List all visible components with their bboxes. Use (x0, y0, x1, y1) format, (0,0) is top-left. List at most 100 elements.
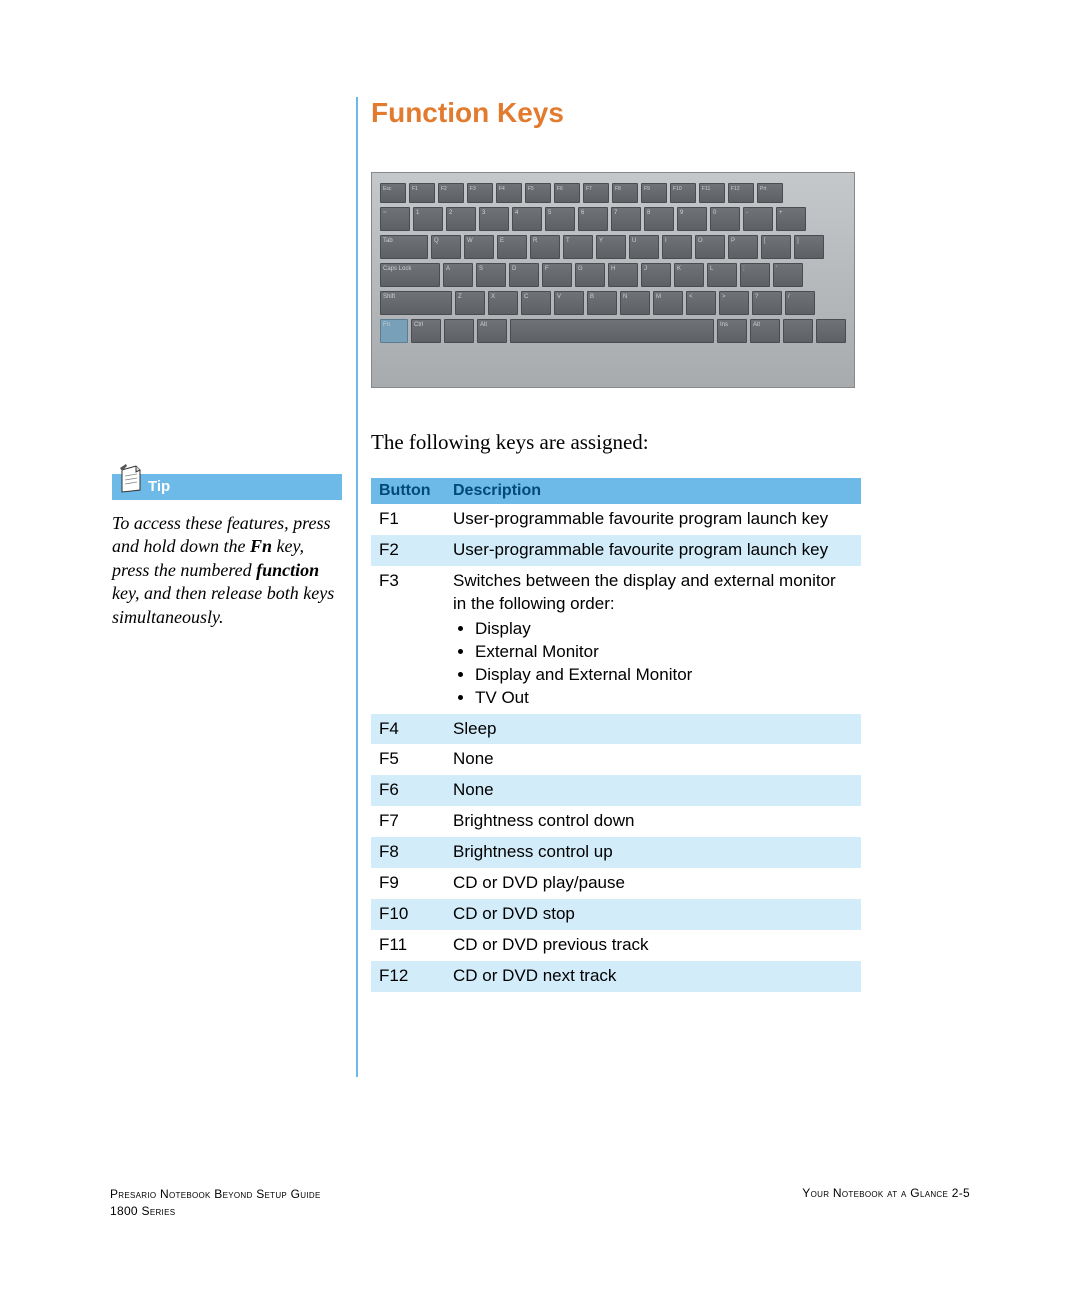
keyboard-key: 0 (710, 207, 740, 231)
keyboard-key: Z (455, 291, 485, 315)
keyboard-key: J (641, 263, 671, 287)
cell-button: F5 (371, 744, 445, 775)
keyboard-key: ] (794, 235, 824, 259)
table-row: F4Sleep (371, 714, 861, 745)
cell-description: Switches between the display and externa… (445, 566, 861, 714)
keyboard-key: F6 (554, 183, 580, 203)
keyboard-key: N (620, 291, 650, 315)
list-item: External Monitor (475, 641, 853, 664)
keyboard-illustration: EscF1F2F3F4F5F6F7F8F9F10F11F12Prt ~12345… (371, 172, 855, 388)
keyboard-key: Esc (380, 183, 406, 203)
keyboard-key: 1 (413, 207, 443, 231)
keyboard-key: [ (761, 235, 791, 259)
footer-left: Presario Notebook Beyond Setup Guide 180… (110, 1186, 321, 1220)
keyboard-key: 2 (446, 207, 476, 231)
footer-left-line1: Presario Notebook Beyond Setup Guide (110, 1187, 321, 1201)
footer-left-line2: 1800 Series (110, 1204, 175, 1218)
cell-description: CD or DVD stop (445, 899, 861, 930)
cell-description: CD or DVD previous track (445, 930, 861, 961)
tip-text-segment: key, and then release both keys simultan… (112, 583, 334, 626)
cell-button: F9 (371, 868, 445, 899)
keyboard-key: 8 (644, 207, 674, 231)
keyboard-key: F8 (612, 183, 638, 203)
tip-body: To access these features, press and hold… (112, 512, 342, 629)
keyboard-key (510, 319, 714, 343)
keyboard-key: P (728, 235, 758, 259)
keyboard-key: ; (740, 263, 770, 287)
section-heading: Function Keys (371, 97, 564, 129)
keyboard-key: O (695, 235, 725, 259)
keyboard-key: 4 (512, 207, 542, 231)
cell-description: Brightness control up (445, 837, 861, 868)
keyboard-key: Shift (380, 291, 452, 315)
keyboard-key: 5 (545, 207, 575, 231)
cell-description: None (445, 775, 861, 806)
keyboard-key: F12 (728, 183, 754, 203)
keyboard-key: F7 (583, 183, 609, 203)
keyboard-key: ? (752, 291, 782, 315)
list-item: Display (475, 618, 853, 641)
cell-button: F7 (371, 806, 445, 837)
table-row: F5None (371, 744, 861, 775)
keyboard-key: B (587, 291, 617, 315)
keyboard-key: Y (596, 235, 626, 259)
keyboard-key: W (464, 235, 494, 259)
table-row: F8Brightness control up (371, 837, 861, 868)
table-row: F12CD or DVD next track (371, 961, 861, 992)
keyboard-key: ' (773, 263, 803, 287)
keyboard-key: < (686, 291, 716, 315)
keyboard-key: F1 (409, 183, 435, 203)
table-row: F11CD or DVD previous track (371, 930, 861, 961)
keyboard-key: Fn (380, 319, 408, 343)
keyboard-key: Alt (750, 319, 780, 343)
cell-description: Sleep (445, 714, 861, 745)
cell-button: F12 (371, 961, 445, 992)
keyboard-key: G (575, 263, 605, 287)
keyboard-key: F4 (496, 183, 522, 203)
intro-text: The following keys are assigned: (371, 430, 649, 455)
keyboard-key: F5 (525, 183, 551, 203)
table-row: F7Brightness control down (371, 806, 861, 837)
tip-label: Tip (148, 478, 170, 495)
keyboard-key: ~ (380, 207, 410, 231)
keyboard-key: Caps Lock (380, 263, 440, 287)
cell-description: User-programmable favourite program laun… (445, 535, 861, 566)
cell-button: F2 (371, 535, 445, 566)
keyboard-key: A (443, 263, 473, 287)
keyboard-key: / (785, 291, 815, 315)
keyboard-key: I (662, 235, 692, 259)
tip-text-segment: function (256, 560, 319, 580)
tip-text-segment: Fn (250, 536, 272, 556)
keyboard-key: D (509, 263, 539, 287)
table-row: F10CD or DVD stop (371, 899, 861, 930)
keyboard-key: T (563, 235, 593, 259)
keyboard-key: F11 (699, 183, 725, 203)
keyboard-key: Alt (477, 319, 507, 343)
cell-description: Brightness control down (445, 806, 861, 837)
keyboard-key: C (521, 291, 551, 315)
cell-button: F10 (371, 899, 445, 930)
table-row: F2User-programmable favourite program la… (371, 535, 861, 566)
list-item: Display and External Monitor (475, 664, 853, 687)
table-row: F9CD or DVD play/pause (371, 868, 861, 899)
vertical-rule (356, 97, 358, 1077)
table-row: F3Switches between the display and exter… (371, 566, 861, 714)
tip-header: Tip (112, 474, 342, 500)
table-row: F1User-programmable favourite program la… (371, 504, 861, 535)
keyboard-key (783, 319, 813, 343)
cell-description: CD or DVD next track (445, 961, 861, 992)
description-list: DisplayExternal MonitorDisplay and Exter… (475, 618, 853, 710)
keyboard-key: X (488, 291, 518, 315)
cell-description: None (445, 744, 861, 775)
keyboard-key: F (542, 263, 572, 287)
cell-description: CD or DVD play/pause (445, 868, 861, 899)
keyboard-key: U (629, 235, 659, 259)
col-header-button: Button (371, 478, 445, 504)
page: Function Keys EscF1F2F3F4F5F6F7F8F9F10F1… (0, 0, 1080, 1296)
keyboard-key: E (497, 235, 527, 259)
note-icon (118, 464, 144, 494)
keyboard-key: K (674, 263, 704, 287)
keyboard-key: V (554, 291, 584, 315)
keyboard-key: H (608, 263, 638, 287)
cell-description: User-programmable favourite program laun… (445, 504, 861, 535)
